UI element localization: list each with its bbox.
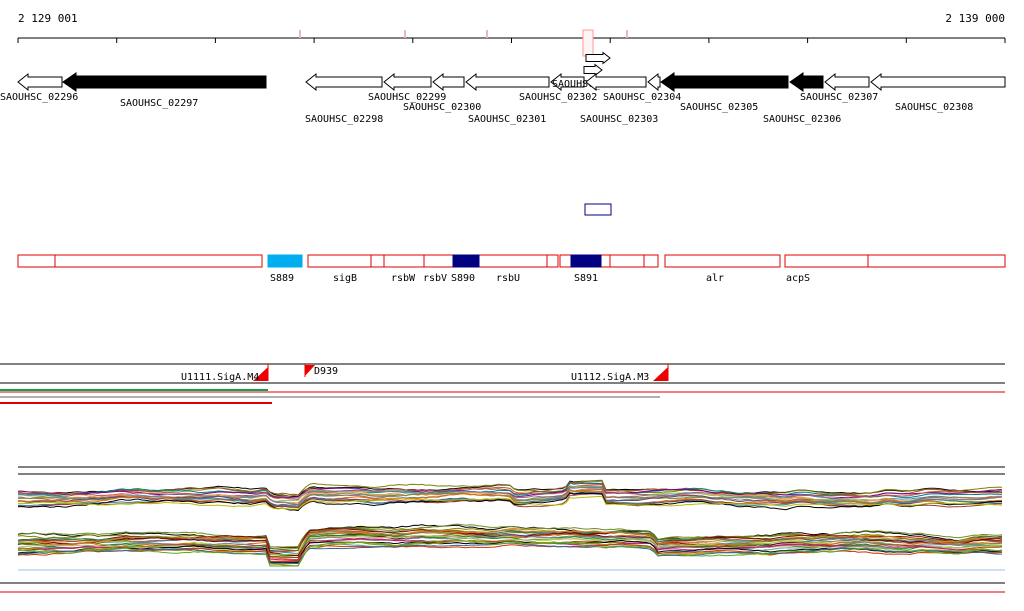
gene-label: SAOUHSC_02307 [800, 92, 878, 103]
expression-line [17, 531, 1003, 560]
gene-arrow-SAOUHSC_02297[interactable] [62, 72, 267, 92]
ruler-end-coordinate: 2 139 000 [945, 12, 1005, 25]
flag-marker[interactable] [253, 367, 268, 381]
gene-label: SAOUHSC_02299 [368, 92, 446, 103]
segment-label: acpS [786, 273, 810, 284]
gene-arrow-SAOUHSC_02298[interactable] [305, 72, 383, 92]
expression-line [18, 492, 1003, 507]
segment-label: rsbW [391, 273, 416, 284]
gene-label: SAOUHSC_02305 [680, 102, 758, 113]
segment-label: sigB [333, 273, 357, 284]
segment-box-filled[interactable] [267, 254, 303, 268]
segment-label: S890 [451, 273, 475, 284]
gene-arrow-SAOUHSC_02307[interactable] [824, 72, 870, 92]
segment-label: S891 [574, 273, 598, 284]
gene-label: SAOUHSC_02306 [763, 114, 841, 125]
segment-box-filled[interactable] [570, 254, 602, 268]
flag-label: U1111.SigA.M4 [181, 372, 259, 383]
segment-label: alr [706, 273, 724, 284]
gene-arrow-SAOUHSC_02306[interactable] [789, 72, 824, 92]
gene-arrow-SAOUHSC_02301[interactable] [465, 72, 550, 92]
segment-box[interactable] [664, 254, 781, 268]
gene-arrow-SAOUHSC_02303[interactable] [585, 72, 647, 92]
feature-box[interactable] [584, 203, 612, 216]
gene-arrow-SAOUHSC_02299[interactable] [383, 72, 432, 92]
expression-line [17, 483, 1003, 500]
gene-label: SAOUHSC_02296 [0, 92, 78, 103]
gene-label: SAOUHSC_02301 [468, 114, 546, 125]
flag-marker[interactable] [305, 365, 315, 376]
gene-label: SAOUHSC_02302 [519, 92, 597, 103]
gene-arrow-SAOUHSC_02308[interactable] [870, 72, 1006, 92]
flag-marker[interactable] [653, 367, 668, 381]
gene-label: SAOUHSC_02297 [120, 98, 198, 109]
ruler-start-coordinate: 2 129 001 [18, 12, 78, 25]
segment-label: rsbU [496, 273, 520, 284]
gene-arrow-SAOUHSC_02296[interactable] [17, 72, 63, 92]
gene-label: SAOUHSC_02304 [603, 92, 681, 103]
expression-line [17, 538, 1003, 567]
segment-box[interactable] [784, 254, 1006, 268]
gene-arrow-SAOUHSC_02300[interactable] [432, 72, 465, 92]
expression-line [17, 523, 1003, 550]
segment-label: S889 [270, 273, 294, 284]
gene-label: SAOUHSC_02298 [305, 114, 383, 125]
probe-region-marker [582, 29, 594, 57]
gene-arrow-SAOUHSC_02302[interactable] [550, 72, 585, 92]
expression-line [17, 526, 1003, 548]
expression-line [17, 495, 1003, 510]
gene-arrow-SAOUHSC_02304[interactable] [647, 72, 661, 92]
gene-arrow-SAOUHSC_02305[interactable] [660, 72, 789, 92]
gene-arrow-unnamed[interactable] [583, 63, 603, 77]
expression-line [18, 492, 1003, 512]
flag-label: U1112.SigA.M3 [571, 372, 649, 383]
flag-label: D939 [314, 366, 338, 377]
gene-label: SAOUHSC_02303 [580, 114, 658, 125]
segment-box[interactable] [17, 254, 263, 268]
gene-label: SAOUHSC_02308 [895, 102, 973, 113]
segment-box[interactable] [307, 254, 559, 268]
segment-label: rsbV [423, 273, 447, 284]
gene-label: SAOUHSC_02300 [403, 102, 481, 113]
expression-line [17, 482, 1003, 500]
expression-line [17, 488, 1003, 506]
segment-box-filled[interactable] [452, 254, 480, 268]
gene-arrow-SAOUHSC_02189[interactable] [585, 51, 611, 65]
